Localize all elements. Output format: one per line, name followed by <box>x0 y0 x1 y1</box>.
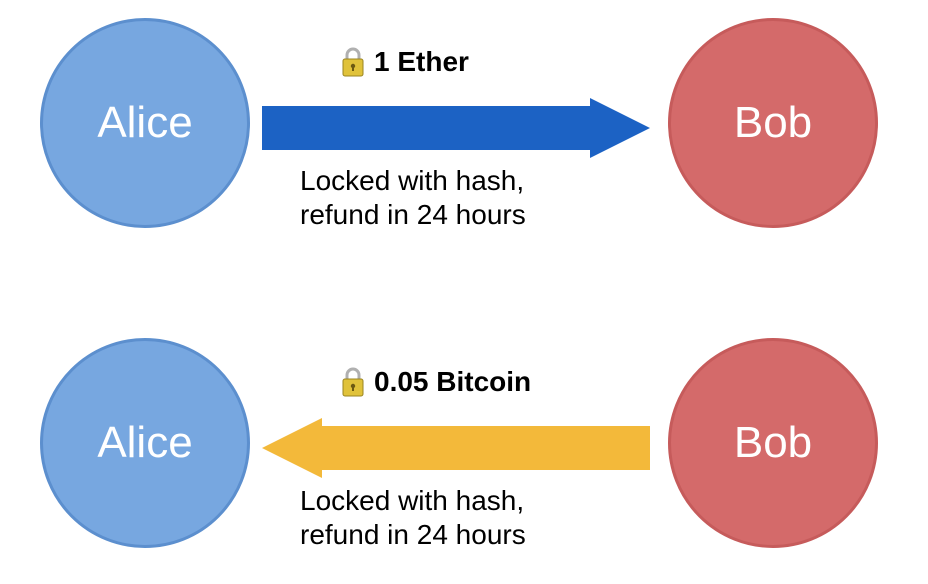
lock-icon <box>340 46 366 78</box>
actor-label: Bob <box>734 418 812 468</box>
actor-circle-bob: Bob <box>668 338 878 548</box>
actor-label: Bob <box>734 98 812 148</box>
transfer-condition-label: Locked with hash, refund in 24 hours <box>300 164 526 231</box>
transfer-amount-text: 1 Ether <box>374 46 469 78</box>
transfer-condition-label: Locked with hash, refund in 24 hours <box>300 484 526 551</box>
lock-icon <box>340 366 366 398</box>
actor-circle-alice: Alice <box>40 18 250 228</box>
actor-circle-bob: Bob <box>668 18 878 228</box>
condition-line2: refund in 24 hours <box>300 198 526 232</box>
condition-line2: refund in 24 hours <box>300 518 526 552</box>
transfer-amount-label: 1 Ether <box>340 46 469 78</box>
condition-line1: Locked with hash, <box>300 164 526 198</box>
transfer-amount-text: 0.05 Bitcoin <box>374 366 531 398</box>
condition-line1: Locked with hash, <box>300 484 526 518</box>
transfer-arrow <box>262 98 650 158</box>
actor-label: Alice <box>97 98 192 148</box>
actor-circle-alice: Alice <box>40 338 250 548</box>
actor-label: Alice <box>97 418 192 468</box>
transfer-arrow <box>262 418 650 478</box>
transfer-amount-label: 0.05 Bitcoin <box>340 366 531 398</box>
